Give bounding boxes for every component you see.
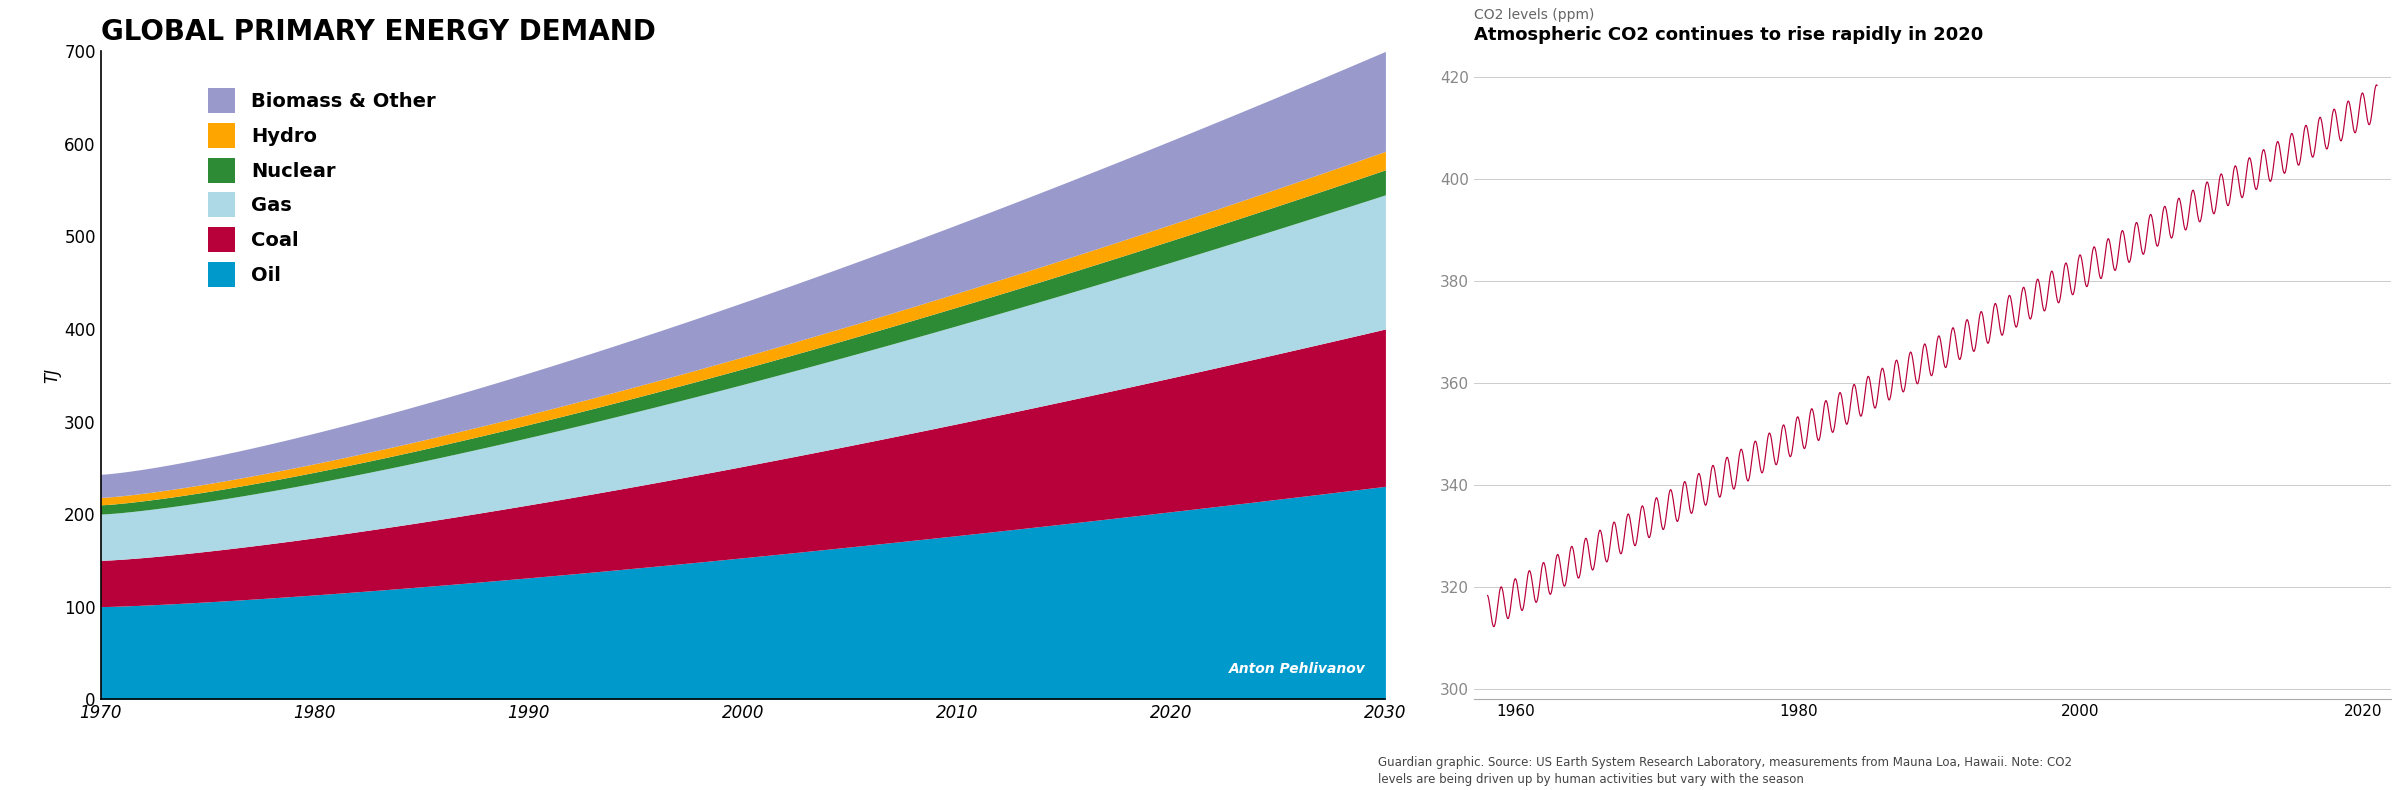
Text: Guardian graphic. Source: US Earth System Research Laboratory, measurements from: Guardian graphic. Source: US Earth Syste… <box>1378 756 2073 786</box>
Legend: Biomass & Other, Hydro, Nuclear, Gas, Coal, Oil: Biomass & Other, Hydro, Nuclear, Gas, Co… <box>201 81 443 295</box>
Text: Anton Pehlivanov: Anton Pehlivanov <box>1229 663 1366 676</box>
Y-axis label: TJ: TJ <box>43 368 62 382</box>
Text: Atmospheric CO2 continues to rise rapidly in 2020: Atmospheric CO2 continues to rise rapidl… <box>1474 26 1984 44</box>
Text: GLOBAL PRIMARY ENERGY DEMAND: GLOBAL PRIMARY ENERGY DEMAND <box>101 18 657 47</box>
Text: CO2 levels (ppm): CO2 levels (ppm) <box>1474 8 1593 22</box>
